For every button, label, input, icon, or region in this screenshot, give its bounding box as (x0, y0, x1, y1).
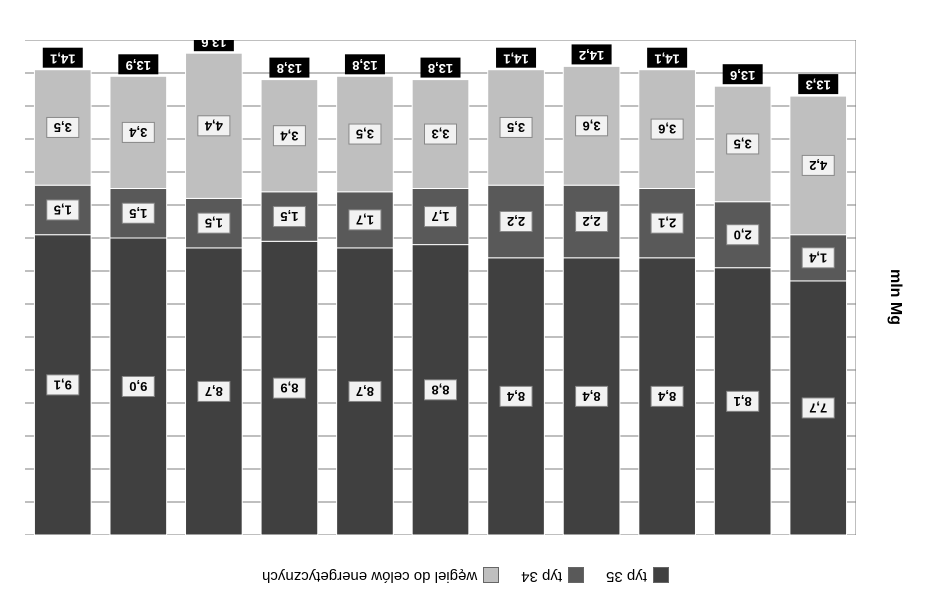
value-label: 1,7 (431, 209, 449, 224)
value-label: 4,4 (204, 118, 223, 133)
total-label: 14,1 (654, 51, 679, 66)
legend-swatch-energ (483, 567, 499, 583)
plot-svg: 0123456789101112131415201020112012201320… (25, 40, 856, 535)
value-label: 9,1 (54, 377, 72, 392)
value-label: 4,2 (809, 158, 827, 173)
total-label: 13,6 (730, 68, 755, 83)
value-label: 2,0 (734, 227, 752, 242)
value-label: 1,5 (54, 203, 72, 218)
total-label: 14,1 (503, 51, 528, 66)
legend-label-energ: węgiel do celów energetycznych (262, 568, 477, 585)
value-label: 3,5 (734, 137, 752, 152)
legend-item-typ35: typ 35 (606, 567, 669, 584)
total-label: 13,9 (126, 58, 151, 73)
stacked-bar-chart: typ 35 typ 34 węgiel do celów energetycz… (0, 0, 931, 595)
legend-swatch-typ34 (568, 567, 584, 583)
value-label: 3,4 (280, 128, 299, 143)
value-label: 8,9 (280, 381, 298, 396)
value-label: 3,4 (129, 125, 148, 140)
total-label: 13,8 (277, 61, 302, 76)
value-label: 3,5 (356, 127, 374, 142)
value-label: 7,7 (809, 401, 827, 416)
value-label: 3,5 (507, 120, 525, 135)
value-label: 1,5 (205, 216, 223, 231)
plot-area: 0123456789101112131415201020112012201320… (25, 40, 856, 535)
legend-item-typ34: typ 34 (521, 567, 584, 584)
value-label: 8,8 (431, 382, 449, 397)
total-label: 13,8 (428, 61, 453, 76)
value-label: 8,7 (205, 384, 223, 399)
value-label: 8,1 (734, 394, 752, 409)
value-label: 3,3 (431, 127, 449, 142)
value-label: 2,2 (583, 214, 601, 229)
value-label: 1,7 (356, 212, 374, 227)
total-label: 14,1 (50, 51, 75, 66)
value-label: 2,1 (658, 216, 676, 231)
legend-swatch-typ35 (653, 567, 669, 583)
value-label: 1,4 (808, 250, 827, 265)
legend-label-typ34: typ 34 (521, 568, 562, 585)
legend: typ 35 typ 34 węgiel do celów energetycz… (0, 563, 931, 589)
value-label: 3,5 (54, 120, 72, 135)
value-label: 9,0 (129, 379, 147, 394)
legend-item-energ: węgiel do celów energetycznych (262, 567, 499, 584)
value-label: 8,4 (657, 389, 676, 404)
value-label: 1,5 (280, 209, 298, 224)
value-label: 8,4 (582, 389, 601, 404)
total-label: 13,6 (201, 40, 226, 50)
legend-label-typ35: typ 35 (606, 568, 647, 585)
total-label: 13,3 (806, 78, 831, 93)
value-label: 3,6 (583, 118, 601, 133)
value-label: 1,5 (129, 206, 147, 221)
total-label: 13,8 (352, 58, 377, 73)
y-axis-label: mln Mg (867, 280, 923, 298)
value-label: 2,2 (507, 214, 525, 229)
value-label: 8,7 (356, 384, 374, 399)
value-label: 8,4 (506, 389, 525, 404)
value-label: 3,6 (658, 122, 676, 137)
total-label: 14,2 (579, 48, 604, 63)
